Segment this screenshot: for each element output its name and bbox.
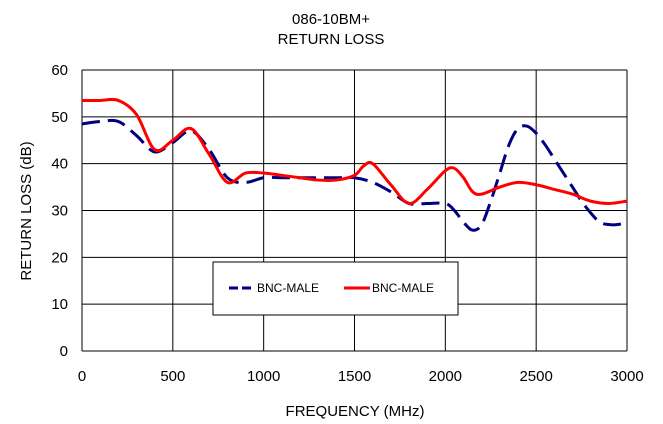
legend: BNC-MALE BNC-MALE	[213, 262, 458, 315]
y-tick-label: 30	[51, 203, 68, 220]
x-tick-label: 0	[78, 368, 86, 385]
y-axis-label: RETURN LOSS (dB)	[18, 141, 35, 280]
y-tick-label: 20	[51, 249, 68, 266]
y-tick-label: 40	[51, 156, 68, 173]
y-tick-label: 60	[51, 62, 68, 79]
x-tick-label: 2000	[429, 368, 462, 385]
chart-subtitle: RETURN LOSS	[278, 31, 385, 48]
chart-title: 086-10BM+	[292, 11, 370, 28]
y-tick-label: 50	[51, 109, 68, 126]
x-axis-label: FREQUENCY (MHz)	[286, 403, 425, 420]
legend-label-1: BNC-MALE	[257, 281, 319, 295]
x-tick-label: 500	[160, 368, 185, 385]
x-tick-label: 3000	[610, 368, 643, 385]
x-tick-label: 1500	[338, 368, 371, 385]
y-tick-label: 0	[60, 343, 68, 360]
axis-ticks: 0 500 1000 1500 2000 2500 3000 0 10 20 30 40 50 60	[51, 62, 643, 385]
x-tick-label: 1000	[247, 368, 280, 385]
x-tick-label: 2500	[519, 368, 552, 385]
y-tick-label: 10	[51, 296, 68, 313]
legend-label-2: BNC-MALE	[372, 281, 434, 295]
